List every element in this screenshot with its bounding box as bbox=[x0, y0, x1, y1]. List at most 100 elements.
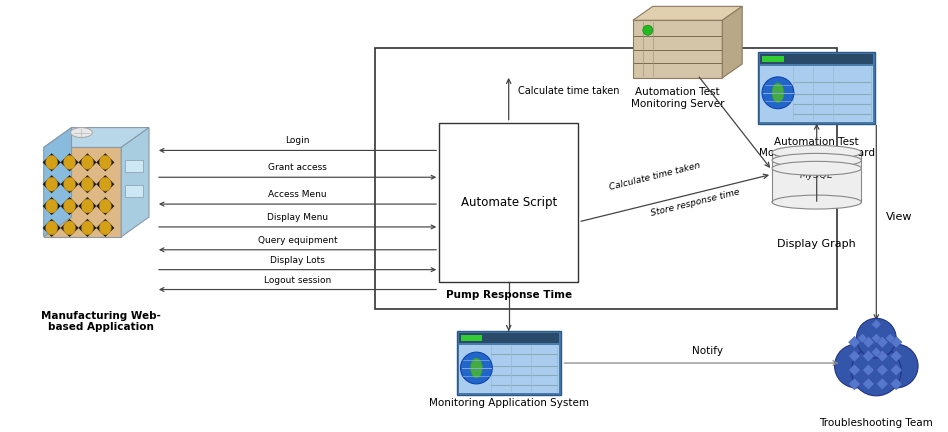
Polygon shape bbox=[44, 127, 71, 237]
Polygon shape bbox=[848, 364, 861, 376]
Bar bbox=[125, 160, 143, 172]
Bar bbox=[760, 54, 873, 64]
Text: Monitoring Application System: Monitoring Application System bbox=[428, 398, 589, 408]
Circle shape bbox=[856, 318, 896, 358]
Text: Automation Test
Monitoring Dashboard: Automation Test Monitoring Dashboard bbox=[758, 137, 875, 158]
Text: Logout session: Logout session bbox=[264, 276, 331, 285]
Text: MySQL: MySQL bbox=[800, 170, 833, 180]
Bar bbox=[758, 52, 875, 124]
Ellipse shape bbox=[100, 221, 111, 235]
Ellipse shape bbox=[470, 358, 483, 378]
Text: Pump Response Time: Pump Response Time bbox=[446, 289, 572, 299]
Text: Calculate time taken: Calculate time taken bbox=[609, 161, 702, 192]
Polygon shape bbox=[633, 6, 742, 20]
Polygon shape bbox=[857, 333, 867, 343]
Polygon shape bbox=[863, 364, 874, 376]
Ellipse shape bbox=[100, 156, 111, 169]
Ellipse shape bbox=[100, 199, 111, 213]
Text: Display Menu: Display Menu bbox=[267, 213, 328, 222]
Polygon shape bbox=[890, 350, 902, 362]
Polygon shape bbox=[61, 219, 79, 237]
Polygon shape bbox=[722, 6, 742, 78]
Polygon shape bbox=[863, 378, 874, 390]
Circle shape bbox=[874, 344, 918, 388]
Text: Notify: Notify bbox=[692, 346, 723, 356]
Ellipse shape bbox=[82, 177, 94, 191]
Polygon shape bbox=[876, 336, 888, 348]
Ellipse shape bbox=[772, 153, 862, 167]
Bar bbox=[439, 123, 578, 282]
Text: Display Lots: Display Lots bbox=[270, 256, 325, 265]
Ellipse shape bbox=[772, 195, 862, 209]
Ellipse shape bbox=[82, 156, 94, 169]
Polygon shape bbox=[863, 336, 874, 348]
Polygon shape bbox=[876, 364, 888, 376]
Polygon shape bbox=[885, 333, 895, 343]
Ellipse shape bbox=[851, 346, 902, 396]
Polygon shape bbox=[43, 219, 61, 237]
Polygon shape bbox=[97, 153, 115, 172]
Polygon shape bbox=[97, 219, 115, 237]
Polygon shape bbox=[871, 333, 882, 343]
Ellipse shape bbox=[64, 221, 76, 235]
Polygon shape bbox=[43, 197, 61, 215]
Text: Display Graph: Display Graph bbox=[777, 239, 856, 249]
Ellipse shape bbox=[82, 221, 94, 235]
Circle shape bbox=[834, 344, 878, 388]
Ellipse shape bbox=[82, 199, 94, 213]
Polygon shape bbox=[79, 219, 97, 237]
Circle shape bbox=[461, 352, 492, 384]
Text: Troubleshooting Team: Troubleshooting Team bbox=[819, 418, 933, 428]
Ellipse shape bbox=[100, 177, 111, 191]
Ellipse shape bbox=[70, 127, 92, 137]
Ellipse shape bbox=[46, 156, 58, 169]
Bar bbox=[760, 66, 873, 122]
Polygon shape bbox=[890, 336, 902, 348]
Bar bbox=[125, 185, 143, 197]
Text: Access Menu: Access Menu bbox=[268, 190, 327, 199]
Ellipse shape bbox=[64, 199, 76, 213]
Text: View: View bbox=[886, 212, 913, 222]
Polygon shape bbox=[876, 350, 888, 362]
Polygon shape bbox=[43, 153, 61, 172]
Bar bbox=[772, 152, 862, 202]
Text: Store response time: Store response time bbox=[649, 188, 740, 218]
Polygon shape bbox=[61, 153, 79, 172]
Polygon shape bbox=[848, 336, 861, 348]
Bar bbox=[374, 48, 836, 309]
Ellipse shape bbox=[46, 177, 58, 191]
Polygon shape bbox=[79, 175, 97, 193]
Polygon shape bbox=[97, 197, 115, 215]
Bar bbox=[459, 345, 559, 394]
Polygon shape bbox=[43, 175, 61, 193]
Bar bbox=[461, 335, 483, 341]
Polygon shape bbox=[871, 319, 882, 329]
Text: Manufacturing Web-
based Application: Manufacturing Web- based Application bbox=[42, 311, 161, 332]
Polygon shape bbox=[44, 127, 149, 147]
Polygon shape bbox=[876, 378, 888, 390]
Polygon shape bbox=[61, 197, 79, 215]
Polygon shape bbox=[890, 364, 902, 376]
Bar bbox=[457, 331, 561, 395]
Ellipse shape bbox=[772, 162, 862, 175]
Circle shape bbox=[643, 25, 653, 35]
Text: Calculate time taken: Calculate time taken bbox=[518, 86, 619, 96]
Text: Grant access: Grant access bbox=[268, 163, 327, 172]
Polygon shape bbox=[79, 197, 97, 215]
Polygon shape bbox=[79, 153, 97, 172]
Text: Automation Test
Monitoring Server: Automation Test Monitoring Server bbox=[630, 87, 724, 108]
Ellipse shape bbox=[46, 199, 58, 213]
Polygon shape bbox=[97, 175, 115, 193]
Bar bbox=[459, 333, 559, 343]
Bar bbox=[762, 56, 784, 62]
Text: Automate Script: Automate Script bbox=[461, 196, 556, 209]
Polygon shape bbox=[633, 20, 722, 78]
Polygon shape bbox=[848, 350, 861, 362]
Ellipse shape bbox=[46, 221, 58, 235]
Polygon shape bbox=[848, 378, 861, 390]
Polygon shape bbox=[871, 347, 882, 357]
Polygon shape bbox=[121, 127, 149, 237]
Ellipse shape bbox=[64, 156, 76, 169]
Ellipse shape bbox=[772, 146, 862, 159]
Ellipse shape bbox=[64, 177, 76, 191]
